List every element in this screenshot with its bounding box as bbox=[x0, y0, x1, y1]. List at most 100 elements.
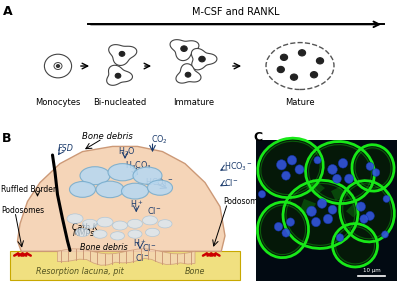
Text: HCO$_3$$^-$: HCO$_3$$^-$ bbox=[145, 176, 174, 189]
Circle shape bbox=[274, 222, 283, 231]
Circle shape bbox=[290, 74, 298, 80]
Ellipse shape bbox=[148, 180, 172, 195]
Ellipse shape bbox=[340, 181, 394, 242]
Text: Bone: Bone bbox=[185, 267, 205, 275]
Ellipse shape bbox=[128, 219, 142, 228]
Circle shape bbox=[360, 215, 368, 223]
Ellipse shape bbox=[67, 214, 83, 224]
Ellipse shape bbox=[96, 181, 124, 198]
Circle shape bbox=[366, 162, 374, 170]
Text: 10 μm: 10 μm bbox=[363, 268, 380, 273]
Circle shape bbox=[344, 174, 354, 183]
Ellipse shape bbox=[76, 228, 90, 237]
Ellipse shape bbox=[258, 202, 308, 258]
Ellipse shape bbox=[266, 43, 334, 89]
Ellipse shape bbox=[112, 221, 128, 230]
Circle shape bbox=[306, 206, 316, 216]
Text: H$_2$O: H$_2$O bbox=[118, 145, 135, 158]
Text: Resorption lacuna, pit: Resorption lacuna, pit bbox=[36, 267, 124, 275]
Text: Immature: Immature bbox=[174, 98, 214, 107]
Text: Podosomes: Podosomes bbox=[224, 197, 267, 206]
Polygon shape bbox=[170, 40, 199, 60]
Circle shape bbox=[199, 56, 205, 62]
Text: H$^+$: H$^+$ bbox=[133, 238, 147, 249]
Text: H$_2$CO$_3$: H$_2$CO$_3$ bbox=[125, 160, 152, 172]
Circle shape bbox=[298, 50, 306, 56]
Circle shape bbox=[323, 214, 333, 224]
Text: CO$_2$: CO$_2$ bbox=[151, 133, 168, 146]
Circle shape bbox=[310, 72, 318, 78]
Ellipse shape bbox=[82, 219, 98, 228]
Ellipse shape bbox=[142, 216, 158, 225]
Ellipse shape bbox=[110, 232, 124, 240]
Text: Cath K: Cath K bbox=[72, 223, 98, 232]
Bar bbox=[10, 251, 240, 280]
Ellipse shape bbox=[70, 181, 96, 197]
Circle shape bbox=[317, 199, 327, 208]
Polygon shape bbox=[107, 65, 132, 85]
Text: Bone debris: Bone debris bbox=[82, 132, 133, 141]
Circle shape bbox=[366, 211, 374, 220]
Polygon shape bbox=[331, 187, 346, 201]
Polygon shape bbox=[109, 45, 137, 65]
Circle shape bbox=[328, 205, 337, 214]
Text: M-CSF and RANKL: M-CSF and RANKL bbox=[192, 7, 280, 17]
Circle shape bbox=[295, 165, 304, 174]
Circle shape bbox=[383, 195, 390, 202]
Ellipse shape bbox=[352, 145, 394, 191]
Circle shape bbox=[282, 171, 290, 180]
Ellipse shape bbox=[332, 224, 378, 267]
Polygon shape bbox=[191, 49, 217, 70]
Circle shape bbox=[282, 229, 290, 237]
Circle shape bbox=[328, 164, 337, 174]
Polygon shape bbox=[300, 199, 316, 214]
Circle shape bbox=[119, 51, 125, 56]
Ellipse shape bbox=[133, 167, 162, 184]
Circle shape bbox=[372, 169, 380, 176]
Circle shape bbox=[338, 158, 348, 168]
Ellipse shape bbox=[108, 164, 137, 181]
Circle shape bbox=[314, 156, 321, 164]
Text: Cl$^-$: Cl$^-$ bbox=[135, 252, 150, 263]
Polygon shape bbox=[18, 147, 225, 251]
Ellipse shape bbox=[93, 230, 107, 238]
Text: H$^+$: H$^+$ bbox=[130, 198, 143, 210]
Ellipse shape bbox=[258, 138, 323, 198]
Circle shape bbox=[44, 54, 72, 78]
Text: FSD: FSD bbox=[58, 145, 73, 153]
Circle shape bbox=[276, 160, 286, 170]
Circle shape bbox=[280, 54, 288, 60]
Circle shape bbox=[54, 62, 62, 70]
Circle shape bbox=[316, 58, 324, 64]
Text: C: C bbox=[253, 131, 262, 144]
Ellipse shape bbox=[128, 230, 142, 238]
Circle shape bbox=[356, 202, 366, 211]
Circle shape bbox=[56, 65, 60, 67]
Ellipse shape bbox=[97, 217, 113, 227]
Text: Ruffled Border: Ruffled Border bbox=[1, 185, 56, 194]
Text: Bi-nucleated: Bi-nucleated bbox=[93, 98, 147, 107]
Ellipse shape bbox=[122, 183, 148, 199]
Text: Mature: Mature bbox=[285, 98, 315, 107]
Text: Cl$^-$: Cl$^-$ bbox=[148, 204, 162, 216]
Circle shape bbox=[286, 218, 294, 226]
Polygon shape bbox=[306, 179, 325, 196]
Ellipse shape bbox=[283, 180, 358, 248]
Circle shape bbox=[277, 66, 284, 73]
Text: MMPs: MMPs bbox=[72, 229, 95, 238]
Circle shape bbox=[115, 73, 121, 78]
Ellipse shape bbox=[158, 220, 172, 228]
Circle shape bbox=[181, 46, 187, 51]
Ellipse shape bbox=[306, 141, 374, 204]
Circle shape bbox=[287, 155, 297, 165]
Text: Bone debris: Bone debris bbox=[80, 243, 128, 252]
Text: HCO$_3$$^-$: HCO$_3$$^-$ bbox=[224, 161, 253, 173]
Circle shape bbox=[312, 218, 320, 227]
Polygon shape bbox=[176, 64, 201, 83]
Circle shape bbox=[336, 234, 344, 241]
Circle shape bbox=[333, 174, 341, 183]
Circle shape bbox=[258, 191, 266, 198]
Text: Cl$^-$: Cl$^-$ bbox=[142, 242, 158, 253]
Text: B: B bbox=[2, 132, 12, 145]
Ellipse shape bbox=[146, 228, 160, 237]
